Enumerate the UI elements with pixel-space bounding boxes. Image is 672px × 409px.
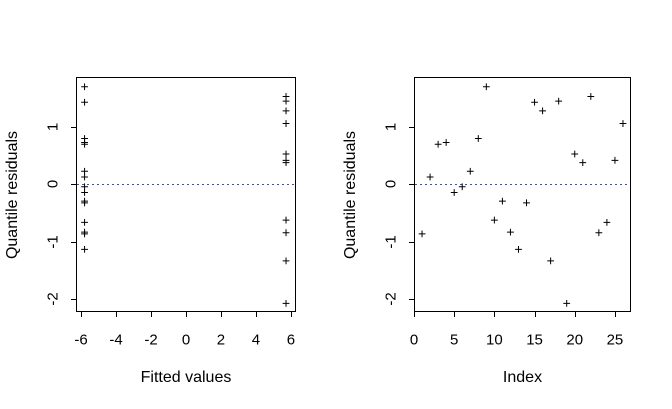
- plus-marker: [282, 150, 290, 158]
- y-tick-label: 1: [44, 122, 62, 132]
- x-axis-title: Index: [502, 369, 543, 386]
- y-tick-label: 0: [382, 180, 400, 189]
- y-tick: [71, 242, 76, 243]
- plus-marker: [482, 83, 490, 91]
- plus-marker: [523, 199, 530, 207]
- y-tick-label: -2: [382, 292, 400, 307]
- plus-marker: [499, 197, 506, 205]
- plus-marker: [81, 167, 88, 175]
- plus-marker: [81, 218, 88, 226]
- plus-marker: [81, 245, 88, 253]
- plus-marker: [282, 216, 290, 224]
- plus-marker: [515, 245, 522, 253]
- plus-marker: [81, 173, 88, 181]
- x-tick-label: 6: [286, 331, 296, 349]
- plus-marker: [282, 120, 290, 127]
- y-tick: [409, 242, 414, 243]
- zero-reference-line: [77, 184, 295, 185]
- x-tick: [454, 312, 455, 317]
- plus-marker: [474, 135, 482, 142]
- y-tick-label: -1: [382, 235, 400, 249]
- x-tick: [535, 312, 536, 317]
- x-tick-label: 15: [526, 331, 543, 349]
- y-tick-label: -2: [44, 292, 62, 307]
- plus-marker: [579, 159, 587, 167]
- x-tick-label: -6: [74, 331, 88, 349]
- plus-marker: [81, 199, 88, 207]
- x-tick: [116, 312, 117, 317]
- plus-marker: [81, 230, 88, 238]
- x-axis-title: Fitted values: [140, 369, 232, 386]
- plus-marker: [81, 83, 88, 91]
- plus-marker: [619, 120, 627, 127]
- plus-marker: [450, 189, 458, 196]
- y-axis-title: Quantile residuals: [4, 130, 21, 259]
- y-tick-label: 1: [382, 122, 400, 132]
- x-tick-label: 0: [181, 331, 191, 349]
- plus-marker: [539, 107, 546, 115]
- plus-marker: [595, 229, 603, 237]
- y-tick: [71, 184, 76, 185]
- x-tick: [291, 312, 292, 317]
- x-tick: [615, 312, 616, 317]
- plus-marker: [603, 218, 611, 226]
- x-tick: [494, 312, 495, 317]
- x-tick-label: 5: [450, 331, 459, 349]
- y-tick: [71, 299, 76, 300]
- plus-marker: [282, 107, 290, 115]
- points-layer: [418, 83, 627, 307]
- plus-marker: [81, 98, 88, 106]
- plus-marker: [442, 139, 450, 146]
- y-tick: [409, 184, 414, 185]
- zero-reference-line: [415, 184, 630, 185]
- plus-marker: [282, 159, 290, 167]
- plus-marker: [466, 167, 474, 175]
- x-tick: [81, 312, 82, 317]
- y-tick: [71, 127, 76, 128]
- plus-marker: [81, 140, 88, 148]
- x-tick: [256, 312, 257, 317]
- plot-box: [414, 77, 631, 312]
- plus-marker: [282, 299, 290, 307]
- x-tick-label: 20: [566, 331, 584, 349]
- plus-marker: [418, 230, 426, 238]
- x-tick-label: -4: [109, 331, 123, 349]
- plus-marker: [611, 156, 619, 164]
- x-tick: [575, 312, 576, 317]
- plus-marker: [507, 228, 514, 236]
- plus-marker: [490, 216, 498, 224]
- plus-marker: [81, 183, 88, 191]
- x-tick-label: 4: [251, 331, 261, 349]
- x-tick: [151, 312, 152, 317]
- x-tick-label: 25: [606, 331, 624, 349]
- y-tick: [409, 299, 414, 300]
- plus-marker: [282, 257, 290, 265]
- plot-box: [76, 77, 296, 312]
- plus-marker: [434, 140, 442, 148]
- plus-marker: [458, 183, 466, 191]
- x-tick-label: 0: [409, 331, 419, 349]
- x-tick: [186, 312, 187, 317]
- plus-marker: [555, 97, 563, 105]
- plus-marker: [282, 229, 290, 237]
- plus-marker: [587, 93, 595, 100]
- x-tick-label: 10: [486, 331, 503, 349]
- plus-marker: [81, 189, 88, 196]
- plus-marker: [282, 97, 290, 105]
- x-tick: [221, 312, 222, 317]
- plus-marker: [426, 173, 434, 181]
- plus-marker: [571, 150, 579, 158]
- plus-marker: [547, 257, 555, 265]
- x-tick: [414, 312, 415, 317]
- y-axis-title: Quantile residuals: [342, 130, 359, 259]
- y-tick: [409, 127, 414, 128]
- y-tick-label: 0: [44, 180, 62, 189]
- y-tick-label: -1: [44, 235, 62, 249]
- x-tick-label: 2: [216, 331, 226, 349]
- plus-marker: [531, 98, 538, 106]
- points-layer: [81, 83, 290, 307]
- x-tick-label: -2: [144, 331, 158, 349]
- plus-marker: [563, 299, 571, 307]
